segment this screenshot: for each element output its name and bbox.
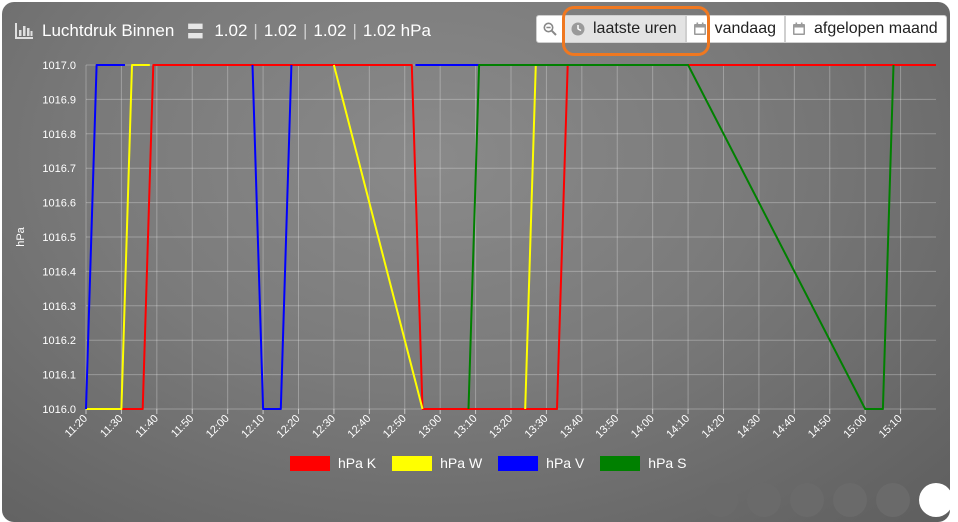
range-button-last-month[interactable]: afgelopen maand	[785, 15, 947, 43]
y-tick-label: 1016.4	[42, 266, 76, 278]
series-line-hpa-v	[85, 64, 125, 410]
series-line-hpa-k	[86, 64, 936, 410]
legend-label: hPa V	[546, 455, 585, 471]
x-tick-label: 11:40	[134, 413, 161, 440]
value-4: 1.02 hPa	[362, 21, 431, 40]
clock-icon	[571, 22, 585, 36]
x-tick-label: 12:20	[275, 413, 303, 441]
x-tick-label: 13:00	[416, 413, 444, 441]
x-tick-label: 13:20	[487, 413, 515, 441]
page-dot[interactable]	[876, 483, 910, 517]
y-tick-label: 1016.7	[42, 163, 76, 175]
equals-icon: 〓	[186, 22, 205, 42]
page-dot[interactable]	[747, 483, 781, 517]
legend-swatch	[290, 455, 330, 471]
y-tick-label: 1016.1	[42, 370, 76, 382]
range-button-today[interactable]: vandaag	[685, 15, 785, 43]
y-tick-label: 1016.6	[42, 198, 76, 210]
legend-item[interactable]: hPa W	[392, 455, 482, 471]
x-tick-label: 12:00	[204, 413, 232, 441]
legend-swatch	[498, 455, 539, 471]
x-tick-label: 14:20	[700, 413, 728, 441]
value-separator: |	[302, 21, 308, 40]
x-tick-label: 12:10	[239, 413, 267, 441]
x-tick-label: 14:40	[771, 413, 799, 441]
legend-label: hPa S	[648, 455, 687, 471]
calendar-icon	[693, 22, 706, 35]
chart-legend: hPa K hPa W hPa V hPa S	[290, 455, 702, 471]
y-axis-label: hPa	[15, 226, 27, 246]
legend-label: hPa W	[440, 455, 483, 471]
x-tick-label: 13:50	[593, 413, 621, 441]
range-button-label: laatste uren	[593, 20, 677, 37]
x-tick-label: 11:30	[98, 413, 125, 440]
legend-swatch	[392, 455, 433, 471]
chart-header: Luchtdruk Binnen 〓 1.02 | 1.02 | 1.02 | …	[14, 18, 431, 44]
y-tick-label: 1016.0	[42, 404, 76, 416]
x-tick-label: 14:00	[629, 413, 657, 441]
x-tick-label: 14:30	[735, 413, 763, 441]
series-line-hpa-w	[332, 64, 424, 410]
page-dot[interactable]	[790, 483, 824, 517]
x-tick-label: 15:10	[877, 413, 905, 441]
x-tick-label: 11:50	[169, 413, 196, 440]
y-tick-label: 1017.0	[42, 60, 76, 72]
x-tick-label: 14:50	[806, 413, 834, 441]
value-separator: |	[253, 21, 258, 40]
y-tick-label: 1016.3	[42, 301, 76, 313]
range-button-label: afgelopen maand	[814, 20, 938, 37]
series-line-hpa-w	[86, 64, 150, 410]
x-tick-label: 13:10	[452, 413, 480, 441]
zoom-out-button[interactable]	[536, 15, 564, 43]
page-dot[interactable]	[704, 483, 738, 517]
page-title: Luchtdruk Binnen	[42, 21, 175, 40]
x-tick-label: 12:50	[381, 413, 409, 441]
x-tick-label: 11:20	[63, 413, 90, 440]
value-1: 1.02	[214, 21, 248, 40]
legend-item[interactable]: hPa S	[600, 455, 686, 471]
range-button-group: laatste uren vandaag afgelopen maand	[536, 15, 947, 45]
x-tick-label: 13:40	[558, 413, 586, 441]
value-separator: |	[352, 21, 357, 40]
x-tick-label: 13:30	[523, 413, 551, 441]
y-tick-label: 1016.5	[42, 232, 76, 244]
page-dots	[704, 483, 958, 517]
bar-chart-icon	[15, 23, 33, 39]
value-2: 1.02	[263, 21, 297, 40]
calendar-icon	[793, 22, 805, 35]
range-button-recent-hours[interactable]: laatste uren	[564, 15, 686, 43]
x-tick-label: 14:10	[664, 413, 692, 441]
zoom-out-icon	[543, 22, 557, 36]
series-line-hpa-s	[467, 64, 895, 410]
y-tick-label: 1016.8	[42, 129, 76, 141]
legend-label: hPa K	[338, 455, 377, 471]
page-dot[interactable]	[833, 483, 867, 517]
y-tick-label: 1016.2	[42, 335, 76, 347]
x-tick-label: 12:40	[346, 413, 374, 441]
y-tick-label: 1016.9	[42, 94, 76, 106]
page-dot[interactable]	[919, 483, 953, 517]
series-line-hpa-v	[251, 64, 293, 410]
pressure-line-chart: 1016.0 1016.1 1016.2 1016.3 1016.4 1016.5 1016…	[15, 60, 936, 441]
legend-item[interactable]: hPa K	[290, 455, 376, 471]
range-button-label: vandaag	[714, 20, 776, 37]
x-tick-label: 12:30	[310, 413, 338, 441]
x-tick-label: 15:00	[841, 413, 869, 441]
legend-item[interactable]: hPa V	[498, 455, 584, 471]
value-3: 1.02	[313, 21, 347, 40]
legend-swatch	[600, 455, 641, 471]
